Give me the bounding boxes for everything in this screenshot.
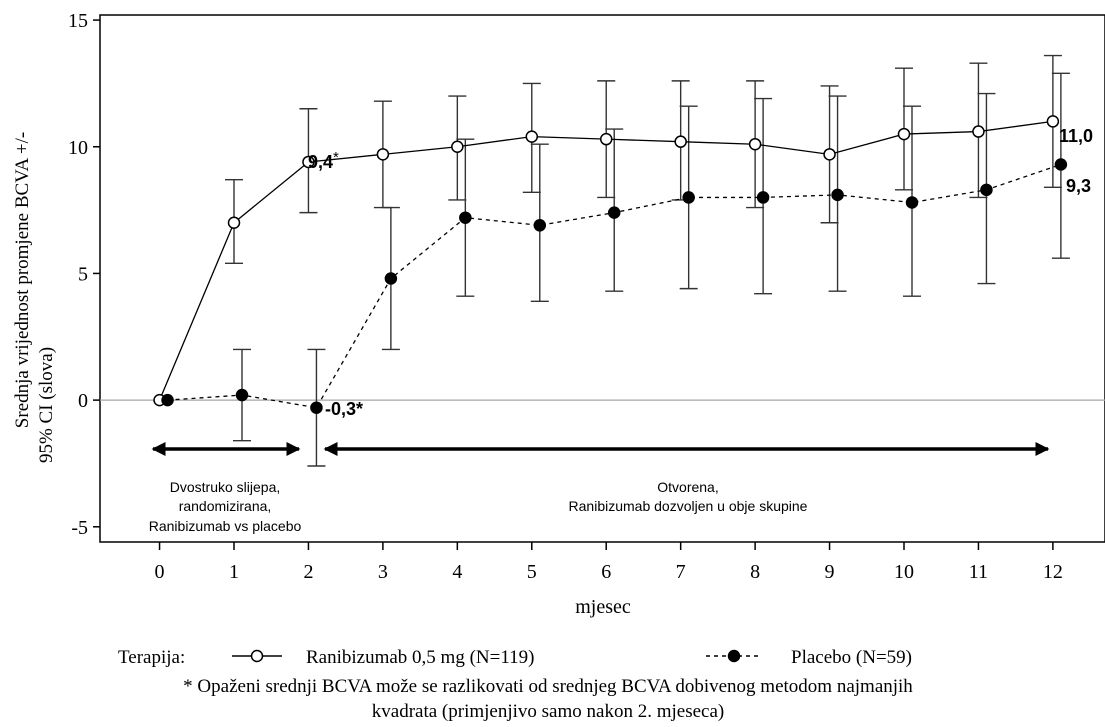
data-point — [831, 188, 844, 202]
data-point — [525, 130, 539, 143]
data-point — [756, 191, 770, 204]
y-axis-label-line1: Srednja vrijednost promjene BCVA +/- — [12, 132, 33, 428]
data-points — [153, 115, 1068, 414]
data-point — [674, 135, 687, 148]
y-tick-label: 5 — [78, 263, 88, 285]
y-tick-label: 0 — [78, 390, 88, 412]
x-tick-label: 8 — [750, 561, 760, 583]
data-point — [376, 148, 390, 161]
x-tick-label: 12 — [1043, 561, 1063, 583]
data-point — [1054, 158, 1068, 171]
legend-ranibizumab-label: Ranibizumab 0,5 mg (N=119) — [306, 647, 534, 668]
legend: Terapija: Ranibizumab 0,5 mg (N=119) Pla… — [118, 647, 912, 668]
data-point — [897, 127, 911, 141]
annotation-placebo-month12: 9,3 — [1066, 176, 1091, 196]
data-point — [384, 272, 398, 285]
phase-text-open-label-2: Ranibizumab dozvoljen u obje skupine — [569, 498, 808, 514]
phase-text-double-blind-2: randomizirana, — [179, 498, 272, 514]
x-tick-label: 5 — [527, 561, 537, 583]
footnote-line1: * Opaženi srednji BCVA može se razlikova… — [183, 676, 913, 697]
data-point — [302, 155, 315, 169]
data-point — [972, 125, 985, 138]
y-tick-label: 10 — [68, 137, 88, 159]
phase-text-open-label-1: Otvorena, — [657, 479, 718, 495]
footnote-line2: kvadrata (primjenjivo samo nakon 2. mjes… — [372, 701, 724, 722]
annotation-ranibizumab-month2: 9,4* — [308, 149, 339, 172]
x-tick-label: 11 — [969, 561, 988, 583]
legend-ranibizumab-marker — [250, 649, 264, 663]
data-point — [459, 211, 472, 224]
y-axis-label-line2: 95% CI (slova) — [36, 347, 57, 463]
legend-placebo-marker — [727, 649, 741, 663]
data-point — [451, 140, 464, 153]
annotation-placebo-month2: -0,3* — [325, 399, 363, 419]
data-point — [748, 137, 762, 151]
x-tick-label: 9 — [825, 561, 835, 583]
annotation-ranibizumab-month12: 11,0 — [1059, 126, 1093, 146]
series-lines — [158, 120, 1062, 409]
phase-text-double-blind-1: Dvostruko slijepa, — [170, 479, 281, 495]
y-tick-label: -5 — [71, 517, 88, 539]
data-point — [607, 206, 621, 219]
x-tick-label: 0 — [155, 561, 165, 583]
data-point — [310, 401, 323, 414]
data-point — [599, 132, 613, 146]
x-tick-label: 6 — [601, 561, 611, 583]
legend-title: Terapija: — [118, 647, 185, 668]
data-point — [823, 148, 836, 161]
data-point — [682, 191, 695, 204]
x-tick-label: 4 — [452, 561, 462, 583]
data-point — [905, 196, 919, 209]
data-point — [235, 388, 249, 402]
x-tick-label: 7 — [676, 561, 686, 583]
x-tick-label: 10 — [894, 561, 914, 583]
data-point — [533, 219, 547, 232]
x-axis-label: mjesec — [575, 596, 631, 618]
x-tick-label: 3 — [378, 561, 388, 583]
data-point — [980, 183, 993, 197]
data-point — [227, 216, 241, 230]
plot-frame — [99, 14, 1105, 543]
legend-placebo-label: Placebo (N=59) — [791, 647, 912, 668]
x-tick-label: 2 — [303, 561, 313, 583]
y-tick-label: 15 — [68, 10, 88, 32]
phase-text-double-blind-3: Ranibizumab vs placebo — [149, 518, 302, 534]
data-point — [161, 393, 174, 407]
data-point — [1046, 115, 1060, 128]
x-tick-label: 1 — [229, 561, 239, 583]
